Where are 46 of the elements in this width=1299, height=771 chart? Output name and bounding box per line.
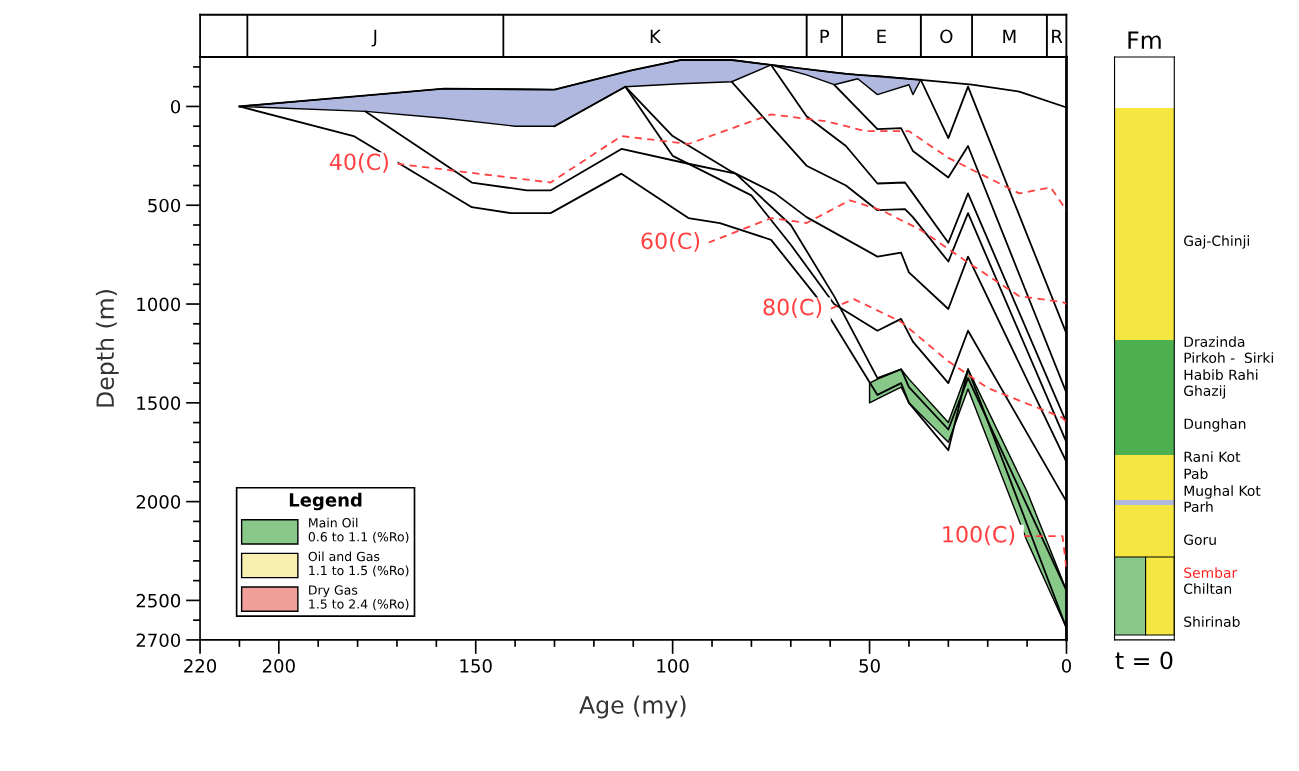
series-label: K xyxy=(650,29,662,43)
series-label: M xyxy=(1003,29,1016,43)
text: Mughal Kot xyxy=(1184,485,1261,499)
text: Ghazij xyxy=(1184,385,1226,399)
series-label: J xyxy=(371,29,377,47)
y-axis-title: Depth (m) xyxy=(95,290,119,407)
series-label: E xyxy=(877,29,886,43)
x-axis-title: Age (my) xyxy=(579,695,686,719)
y-tick-label: 500 xyxy=(148,198,181,213)
series-label: R xyxy=(1052,29,1063,43)
annotation: 40(C) xyxy=(329,153,388,173)
y-tick-label: 1000 xyxy=(137,297,181,312)
x-tick-label: 50 xyxy=(859,659,880,673)
x-tick-label: 0 xyxy=(1061,659,1072,673)
series-label: P xyxy=(820,29,830,43)
series-label: O xyxy=(940,29,953,44)
text: Pab xyxy=(1184,468,1208,479)
y-tick-label: 2500 xyxy=(136,593,181,608)
legend-label: Oil and Gas 1.1 to 1.5 (%Ro) xyxy=(308,551,409,577)
annotation: 80(C) xyxy=(763,298,822,319)
text: Fm xyxy=(1128,31,1161,49)
legend-label: Dry Gas 1.5 to 2.4 (%Ro) xyxy=(309,585,409,611)
text: Gaj-Chinji xyxy=(1184,235,1249,249)
x-tick-label: 200 xyxy=(262,659,295,673)
text: Chiltan xyxy=(1184,583,1232,594)
y-tick-label: 2700 xyxy=(136,633,181,648)
x-tick-label: 220 xyxy=(184,659,217,673)
x-tick-label: 100 xyxy=(657,659,689,673)
annotation: 100(C) xyxy=(943,525,1015,546)
y-tick-label: 0 xyxy=(171,99,181,114)
text: Pirkoh - Sirki xyxy=(1184,352,1273,364)
legend-label: Main Oil 0.6 to 1.1 (%Ro) xyxy=(308,517,409,544)
text: t = 0 xyxy=(1115,651,1173,670)
x-tick-label: 150 xyxy=(460,659,492,673)
legend-title: Legend xyxy=(289,492,362,511)
text: Rani Kot xyxy=(1184,451,1241,462)
annotation: 60(C) xyxy=(641,232,700,252)
text: Sembar xyxy=(1184,567,1238,578)
text: Dunghan xyxy=(1184,418,1246,432)
text: Parh xyxy=(1184,501,1213,512)
text: Drazinda xyxy=(1184,336,1245,348)
y-tick-label: 2000 xyxy=(136,495,181,509)
text: Goru xyxy=(1184,534,1216,545)
text: Shirinab xyxy=(1184,616,1240,627)
y-tick-label: 1500 xyxy=(137,396,181,410)
text: Habib Rahi xyxy=(1184,369,1258,381)
